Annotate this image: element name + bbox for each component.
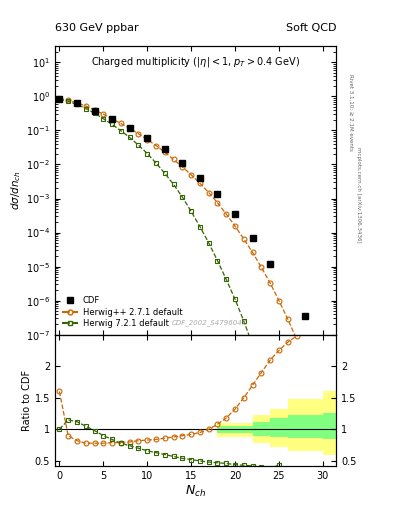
Text: 630 GeV ppbar: 630 GeV ppbar (55, 23, 139, 33)
X-axis label: $N_{ch}$: $N_{ch}$ (185, 483, 206, 499)
Y-axis label: Ratio to CDF: Ratio to CDF (22, 370, 32, 431)
Legend: CDF, Herwig++ 2.7.1 default, Herwig 7.2.1 default: CDF, Herwig++ 2.7.1 default, Herwig 7.2.… (59, 293, 185, 331)
Text: Soft QCD: Soft QCD (286, 23, 336, 33)
Y-axis label: $d\sigma/dn_{ch}$: $d\sigma/dn_{ch}$ (9, 170, 23, 210)
Text: mcplots.cern.ch [arXiv:1306.3436]: mcplots.cern.ch [arXiv:1306.3436] (356, 147, 361, 242)
Text: Charged multiplicity ($|\eta| < 1$, $p_T > 0.4$ GeV): Charged multiplicity ($|\eta| < 1$, $p_T… (91, 55, 300, 69)
Text: Rivet 3.1.10; ≥ 2.1M events: Rivet 3.1.10; ≥ 2.1M events (348, 74, 353, 151)
Text: CDF_2002_S4796047: CDF_2002_S4796047 (172, 319, 247, 326)
